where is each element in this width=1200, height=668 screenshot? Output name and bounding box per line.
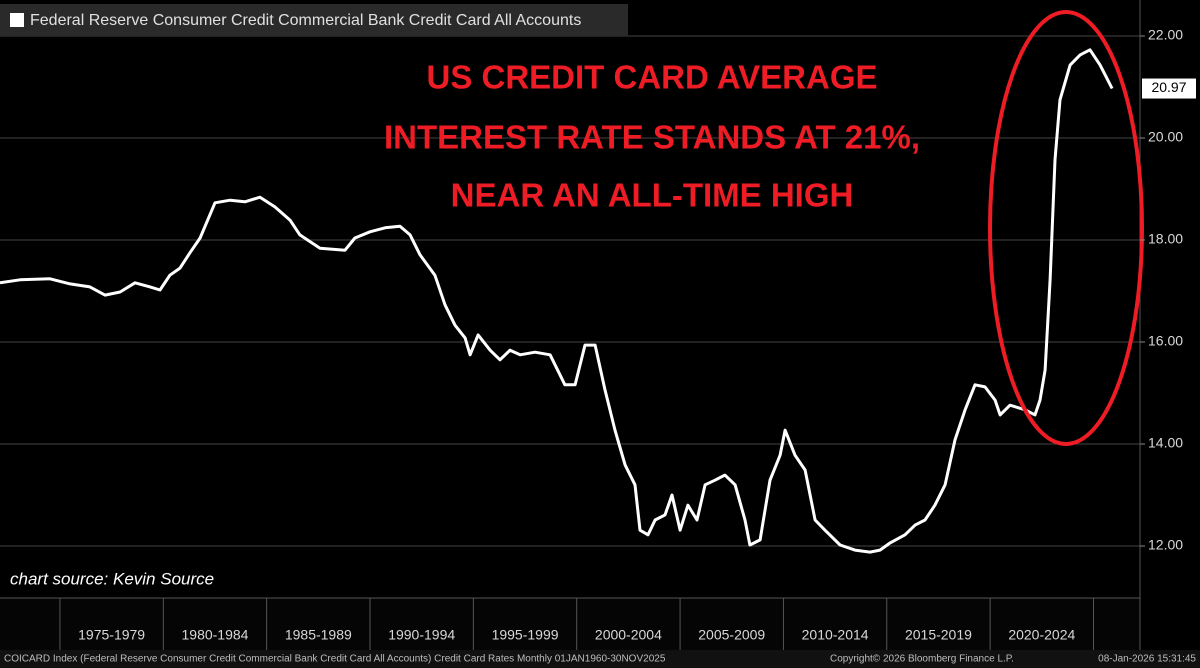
legend-swatch	[10, 13, 24, 27]
x-tick-label: 1995-1999	[492, 627, 559, 643]
footer-bar	[0, 650, 1200, 668]
x-tick-label: 2020-2024	[1008, 627, 1075, 643]
y-tick-label: 16.00	[1148, 333, 1183, 349]
annotation: US CREDIT CARD AVERAGE	[426, 59, 877, 96]
y-tick-label: 14.00	[1148, 435, 1183, 451]
legend-label: Federal Reserve Consumer Credit Commerci…	[30, 12, 581, 29]
footer-date: 08-Jan-2026 15:31:45	[1098, 654, 1196, 665]
x-axis-strip	[0, 598, 1140, 650]
y-tick-label: 22.00	[1148, 27, 1183, 43]
footer-copyright: Copyright© 2026 Bloomberg Finance L.P.	[830, 654, 1014, 665]
footer-text: COICARD Index (Federal Reserve Consumer …	[4, 654, 666, 665]
annotation: INTEREST RATE STANDS AT 21%,	[384, 119, 920, 156]
legend-box	[0, 4, 628, 36]
last-value-box	[1142, 78, 1196, 99]
y-tick-label: 18.00	[1148, 231, 1183, 247]
source-note: chart source: Kevin Source	[10, 569, 214, 588]
x-tick-label: 1980-1984	[182, 627, 249, 643]
x-tick-label: 1975-1979	[78, 627, 145, 643]
y-tick-label: 12.00	[1148, 537, 1183, 553]
y-tick-label: 20.00	[1148, 129, 1183, 145]
last-value-label: 20.97	[1151, 79, 1186, 95]
highlight-ellipse	[988, 10, 1144, 446]
x-tick-label: 2000-2004	[595, 627, 662, 643]
x-tick-label: 2005-2009	[698, 627, 765, 643]
annotation: NEAR AN ALL-TIME HIGH	[451, 177, 854, 214]
x-tick-label: 1990-1994	[388, 627, 455, 643]
x-tick-label: 1985-1989	[285, 627, 352, 643]
data-line	[0, 48, 1114, 554]
x-tick-label: 2010-2014	[802, 627, 869, 643]
x-tick-label: 2015-2019	[905, 627, 972, 643]
